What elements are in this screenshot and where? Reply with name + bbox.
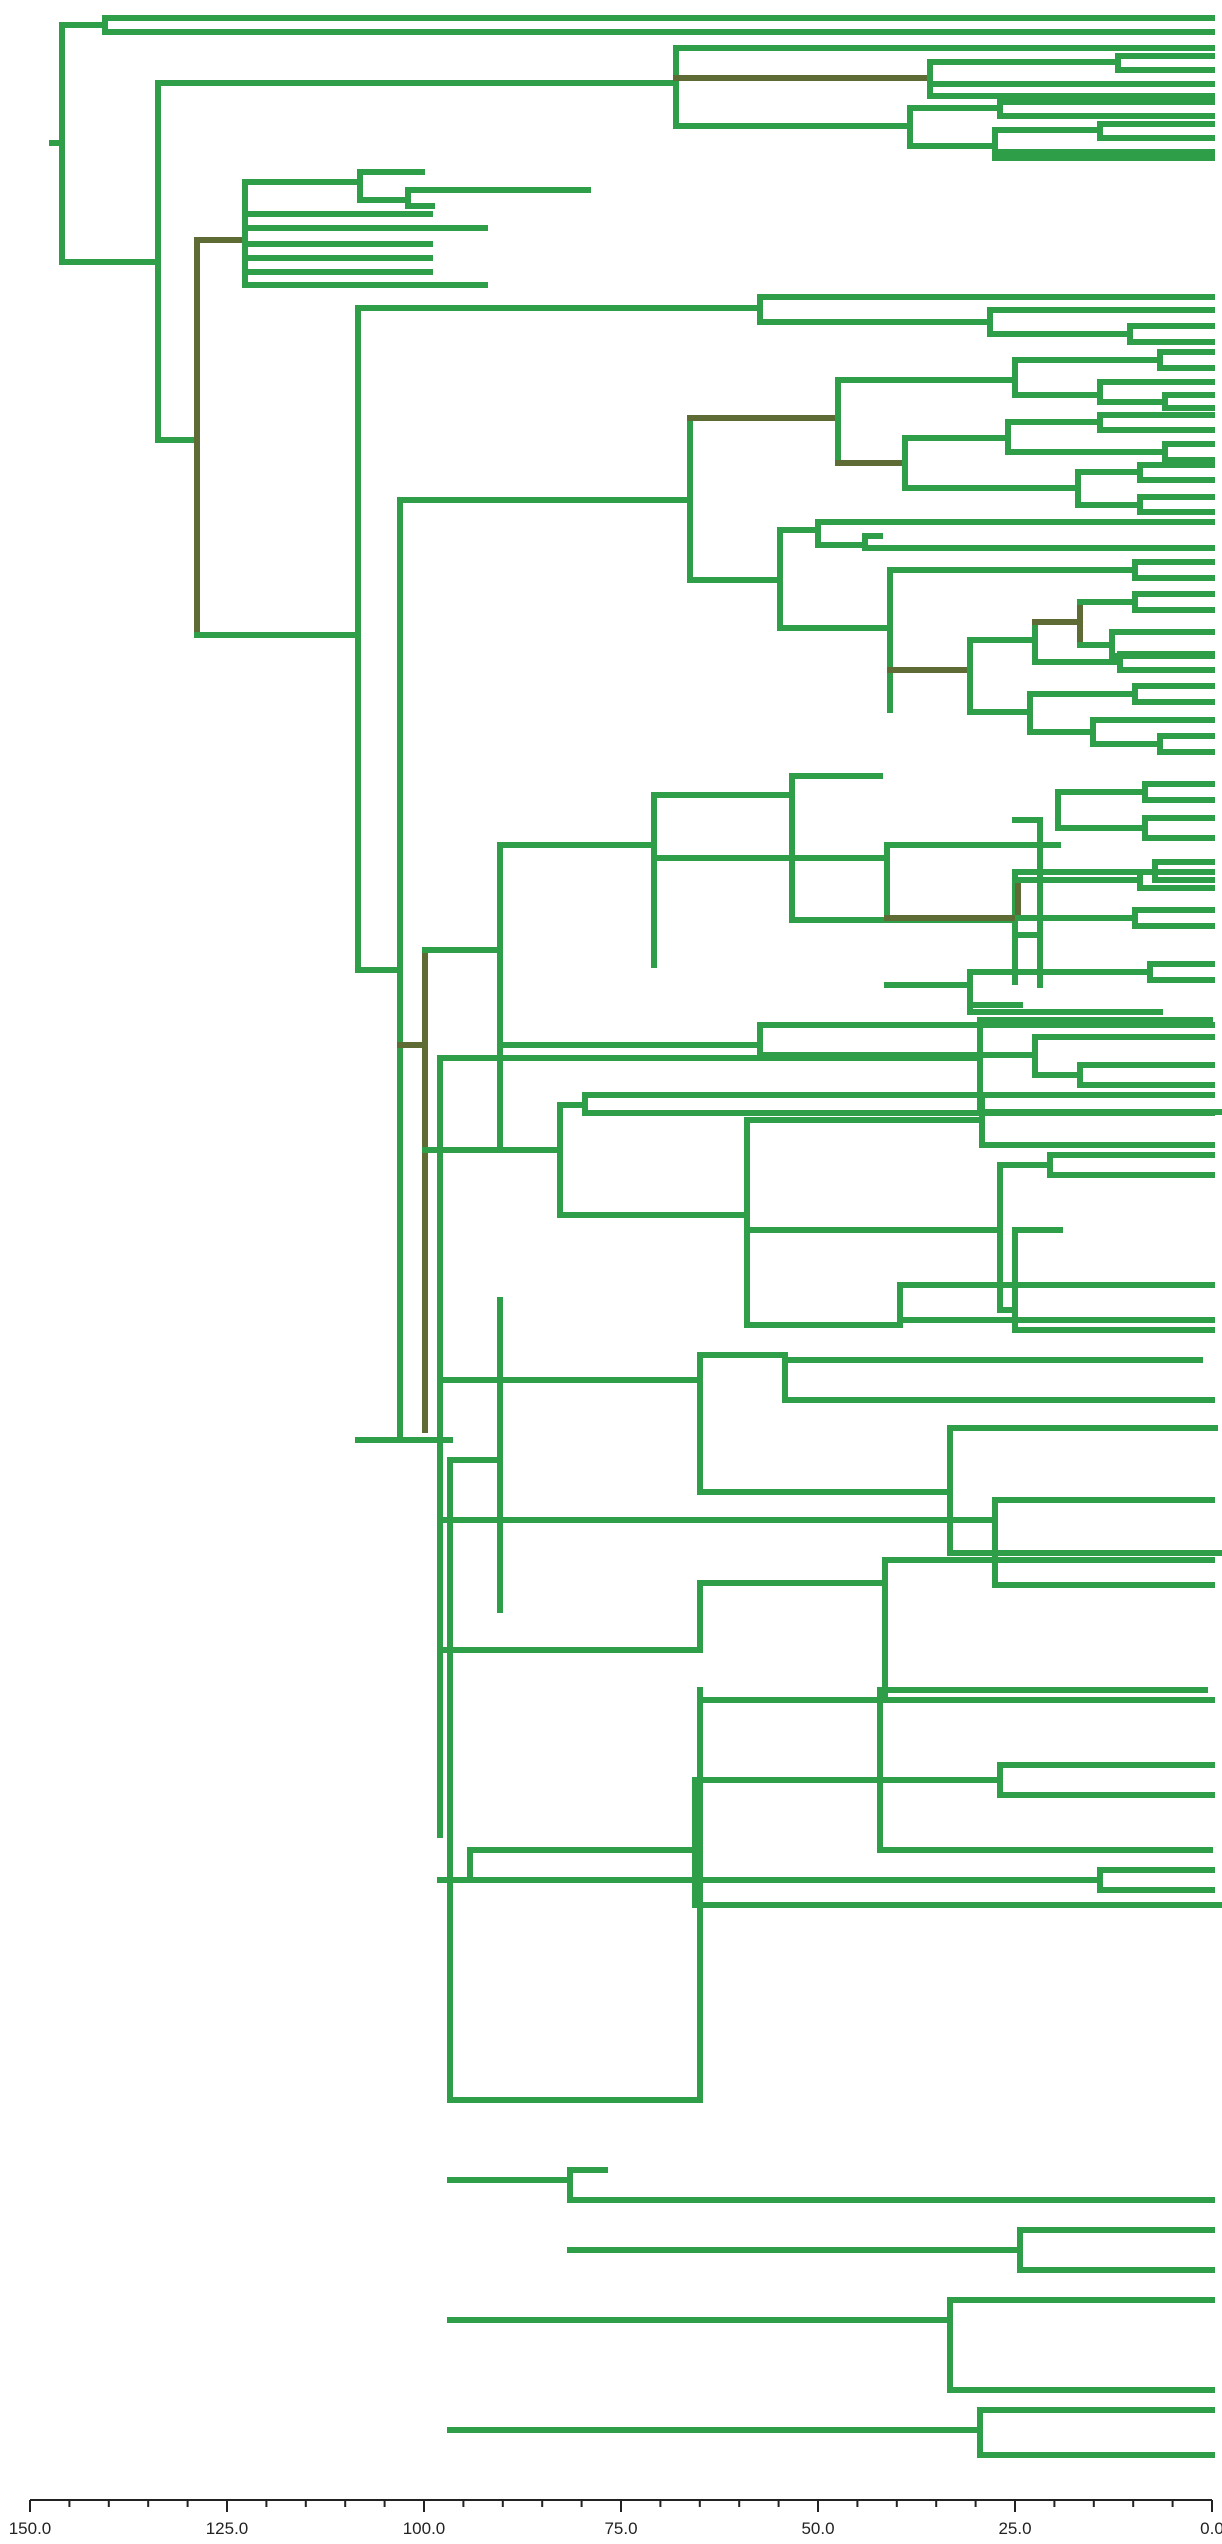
tree-branches (49, 15, 1222, 2458)
time-axis: 150.0 125.0 100.0 75.0 50.0 25.0 0.0 (9, 2499, 1222, 2538)
axis-tick-label: 75.0 (604, 2519, 637, 2538)
axis-tick-label: 0.0 (1200, 2519, 1222, 2538)
axis-tick-label: 50.0 (801, 2519, 834, 2538)
axis-tick-label: 25.0 (998, 2519, 1031, 2538)
axis-tick-label: 100.0 (403, 2519, 446, 2538)
axis-tick-label: 150.0 (9, 2519, 52, 2538)
axis-ticks (29, 2500, 1213, 2512)
axis-tick-labels: 150.0 125.0 100.0 75.0 50.0 25.0 0.0 (9, 2519, 1222, 2538)
axis-tick-label: 125.0 (206, 2519, 249, 2538)
